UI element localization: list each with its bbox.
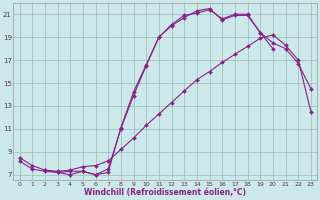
- X-axis label: Windchill (Refroidissement éolien,°C): Windchill (Refroidissement éolien,°C): [84, 188, 246, 197]
